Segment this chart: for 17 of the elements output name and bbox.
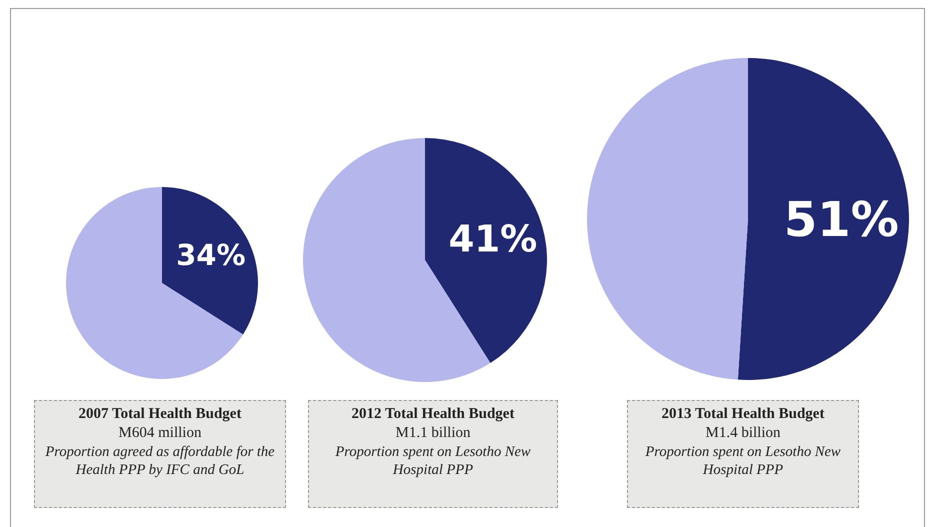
text: M1.1 billion [394, 424, 472, 442]
text: Proportion spent on Lesotho New Hospital PPP [334, 442, 532, 479]
data-label: 51% [784, 192, 899, 248]
text: Proportion agreed as affordable for the Health PPP by IFC and GoL [44, 442, 276, 479]
pie-slice [66, 187, 244, 379]
pie-slice [587, 58, 748, 380]
text: Proportion spent on Lesotho New Hospital PPP [644, 442, 842, 479]
text: M1.4 billion [704, 424, 782, 442]
data-label: 41% [448, 217, 538, 260]
pie-slice [162, 187, 258, 334]
data-label: 34% [176, 238, 246, 272]
pie-slice [738, 58, 909, 380]
pie-slice [425, 138, 547, 364]
text: 2007 Total Health Budget [78, 405, 242, 424]
text: M604 million [118, 424, 202, 442]
text: 2012 Total Health Budget [350, 405, 516, 424]
text: 2013 Total Health Budget [660, 405, 826, 424]
